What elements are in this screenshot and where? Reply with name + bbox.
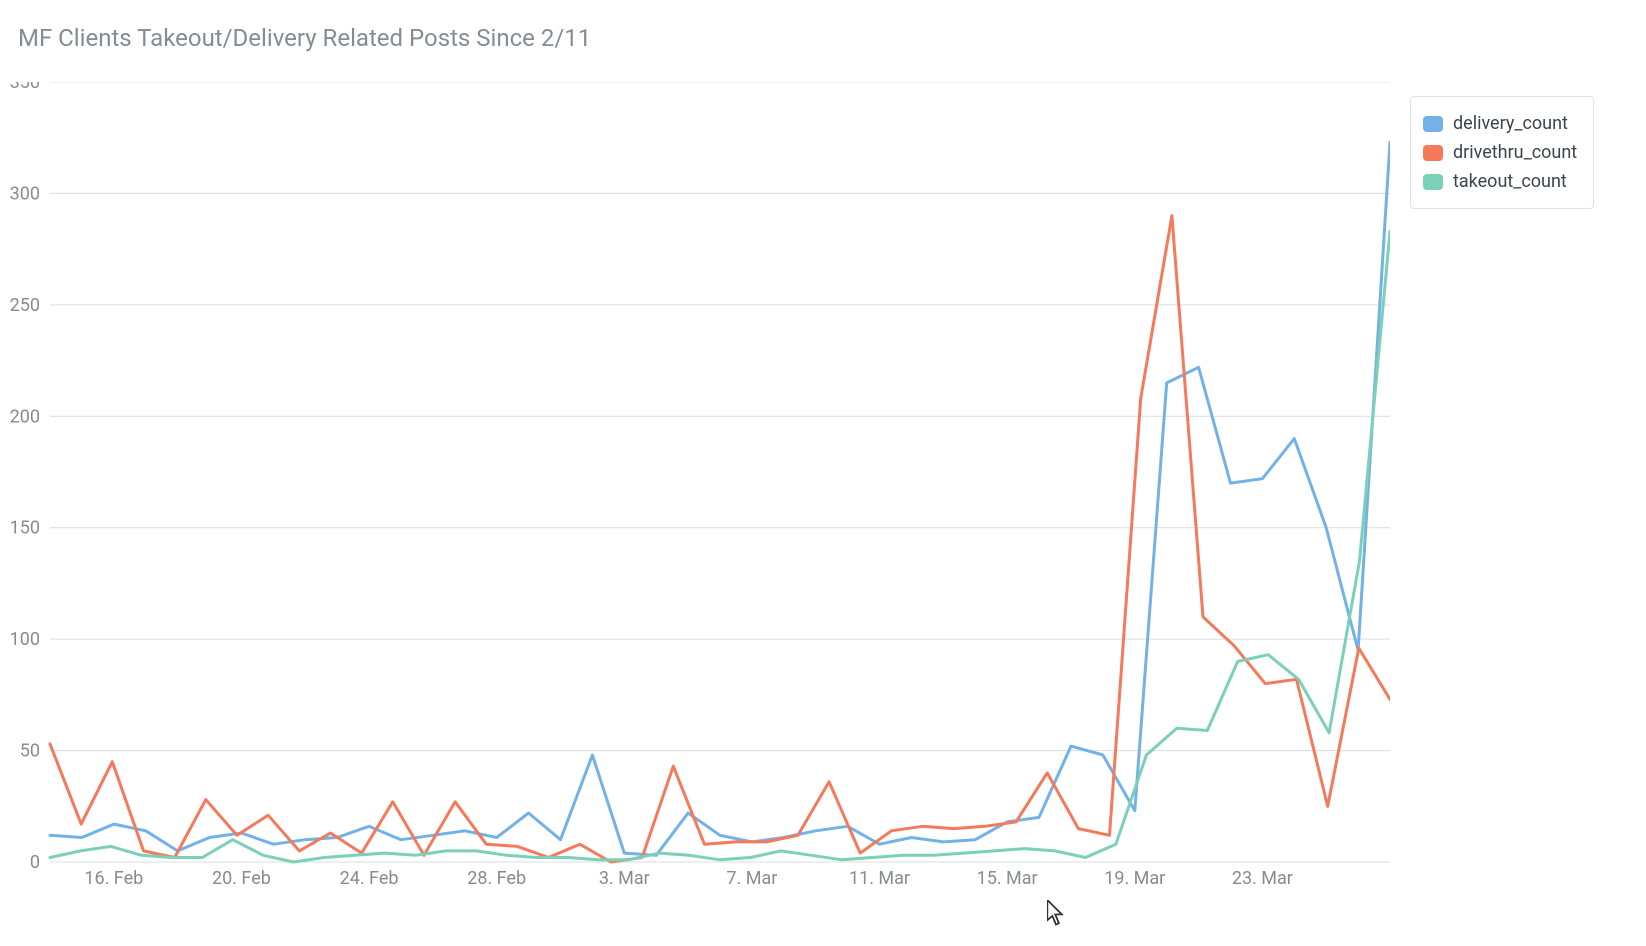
series-drivethru_count[interactable]: [50, 216, 1390, 862]
chart-container: MF Clients Takeout/Delivery Related Post…: [0, 0, 1646, 946]
x-tick-label: 3. Mar: [599, 868, 650, 889]
y-tick-label: 50: [20, 741, 40, 762]
y-tick-label: 150: [10, 518, 40, 539]
legend-label: takeout_count: [1453, 171, 1567, 192]
gridlines: [50, 82, 1390, 862]
x-axis: 16. Feb 20. Feb 24. Feb 28. Feb 3. Mar 7. Mar…: [84, 868, 1293, 889]
x-tick-label: 24. Feb: [340, 868, 399, 889]
x-tick-label: 16. Feb: [84, 868, 143, 889]
x-tick-label: 28. Feb: [467, 868, 526, 889]
series-delivery_count[interactable]: [50, 142, 1390, 855]
legend-swatch: [1423, 174, 1443, 190]
y-tick-label: 300: [10, 183, 40, 204]
x-tick-label: 11. Mar: [849, 868, 910, 889]
chart-legend: delivery_count drivethru_count takeout_cou…: [1410, 96, 1594, 209]
chart-plot[interactable]: 0 50 100 150 200 250 300 350 16. Feb 20. Feb 24. …: [10, 82, 1390, 890]
y-tick-label: 200: [10, 406, 40, 427]
x-tick-label: 23. Mar: [1232, 868, 1293, 889]
chart-series: [50, 142, 1390, 862]
chart-title: MF Clients Takeout/Delivery Related Post…: [18, 24, 591, 52]
legend-item-delivery_count[interactable]: delivery_count: [1423, 109, 1577, 138]
x-tick-label: 7. Mar: [726, 868, 777, 889]
y-tick-label: 100: [10, 629, 40, 650]
y-axis: 0 50 100 150 200 250 300 350: [10, 82, 40, 873]
series-takeout_count[interactable]: [50, 231, 1390, 862]
legend-label: delivery_count: [1453, 113, 1568, 134]
legend-item-takeout_count[interactable]: takeout_count: [1423, 167, 1577, 196]
legend-item-drivethru_count[interactable]: drivethru_count: [1423, 138, 1577, 167]
y-tick-label: 350: [10, 82, 40, 93]
legend-swatch: [1423, 116, 1443, 132]
y-tick-label: 250: [10, 295, 40, 316]
x-tick-label: 19. Mar: [1104, 868, 1165, 889]
x-tick-label: 15. Mar: [977, 868, 1038, 889]
x-tick-label: 20. Feb: [212, 868, 271, 889]
cursor-icon: [1047, 900, 1065, 926]
legend-label: drivethru_count: [1453, 142, 1577, 163]
legend-swatch: [1423, 145, 1443, 161]
y-tick-label: 0: [30, 852, 40, 873]
